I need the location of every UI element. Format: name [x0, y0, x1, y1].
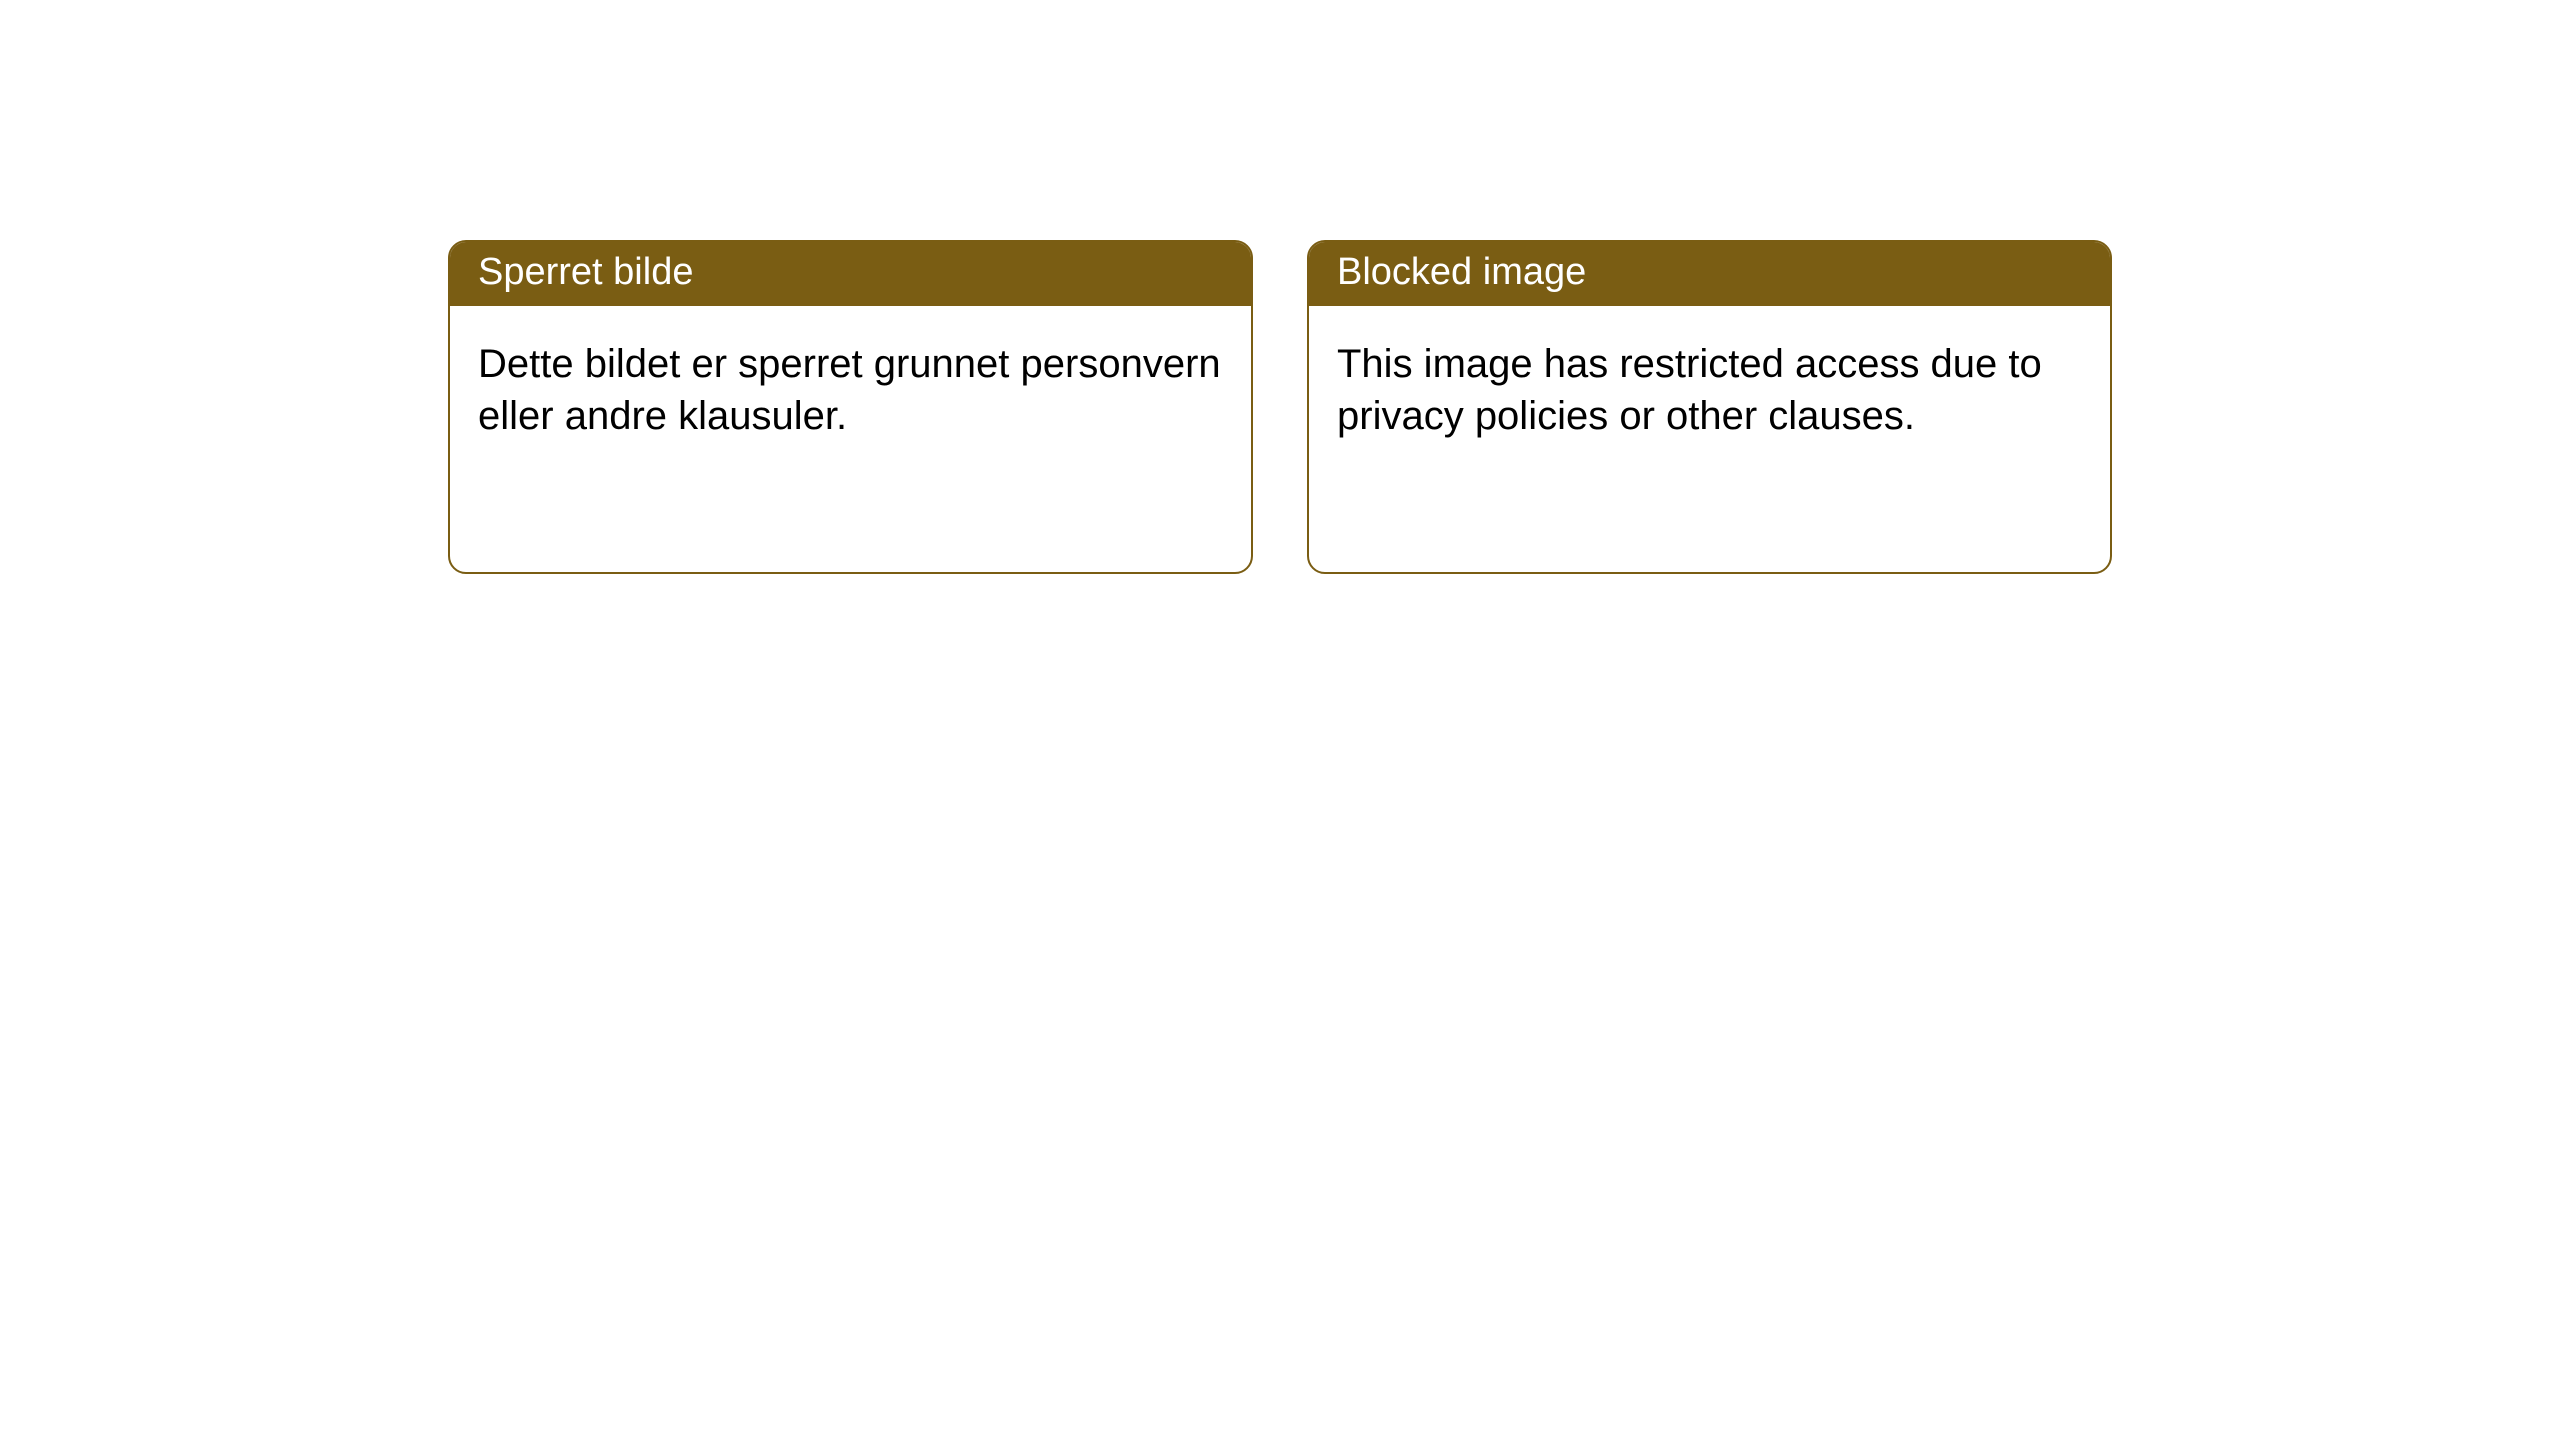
card-title: Sperret bilde: [450, 242, 1251, 306]
blocked-image-card-no: Sperret bilde Dette bildet er sperret gr…: [448, 240, 1253, 574]
notice-cards-container: Sperret bilde Dette bildet er sperret gr…: [0, 0, 2560, 574]
card-body-text: Dette bildet er sperret grunnet personve…: [450, 306, 1251, 470]
blocked-image-card-en: Blocked image This image has restricted …: [1307, 240, 2112, 574]
card-body-text: This image has restricted access due to …: [1309, 306, 2110, 470]
card-title: Blocked image: [1309, 242, 2110, 306]
